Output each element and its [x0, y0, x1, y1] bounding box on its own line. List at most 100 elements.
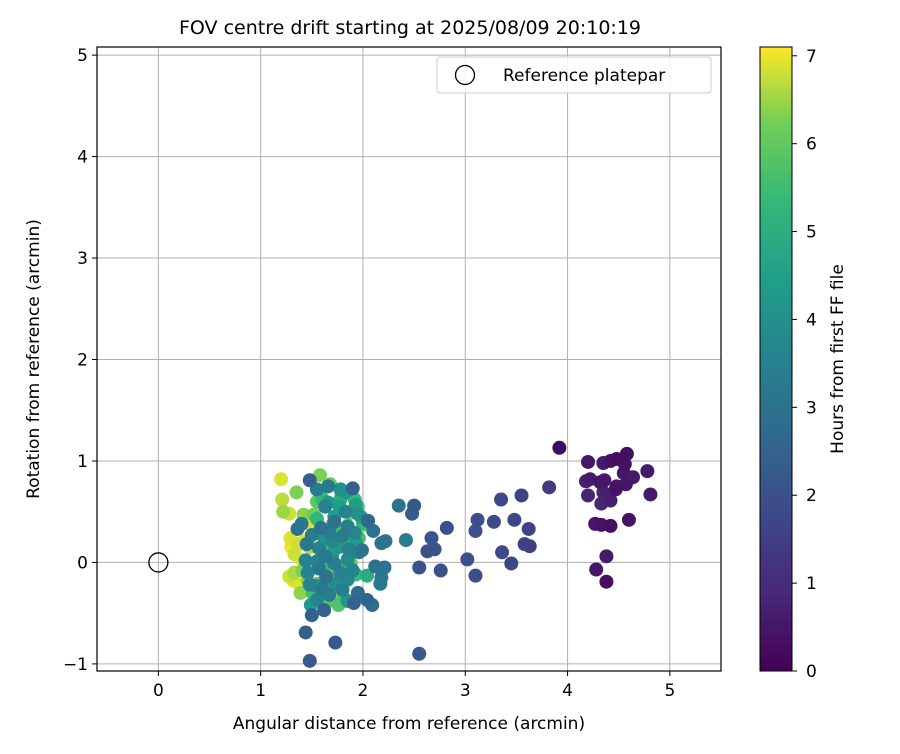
data-point [391, 498, 406, 513]
data-point [621, 512, 636, 527]
colorbar-ticks: 0 1 2 3 4 5 6 7 [792, 47, 817, 682]
data-point [581, 488, 596, 503]
legend-marker-reference [454, 64, 476, 86]
x-axis-label: Angular distance from reference (arcmin) [233, 714, 585, 734]
data-point [298, 553, 313, 568]
data-points [148, 440, 658, 668]
data-point [300, 565, 315, 580]
data-point [340, 552, 355, 567]
data-point [460, 552, 475, 567]
data-point [599, 549, 614, 564]
data-point [373, 576, 388, 591]
data-point [345, 481, 360, 496]
data-point [350, 506, 365, 521]
y-tick-label: 0 [77, 553, 88, 573]
data-point [335, 582, 350, 597]
data-point [407, 498, 422, 513]
data-point [439, 520, 454, 535]
data-point [346, 596, 361, 611]
data-point [521, 521, 536, 536]
y-tick-label: 5 [77, 46, 88, 66]
legend-entry-reference: Reference platepar [503, 66, 665, 86]
plot-frame [96, 46, 722, 672]
data-point [603, 493, 618, 508]
x-tick-label: 0 [153, 681, 164, 701]
data-point [603, 518, 618, 533]
data-point [507, 512, 522, 527]
data-point [298, 625, 313, 640]
data-point [309, 592, 324, 607]
data-point [317, 603, 332, 618]
data-point [321, 479, 336, 494]
data-point [374, 536, 389, 551]
data-point [360, 568, 375, 583]
data-point [318, 499, 333, 514]
data-point [314, 520, 329, 535]
colorbar: 0 1 2 3 4 5 6 7 Hours from first FF file [759, 46, 848, 682]
data-point [522, 539, 537, 554]
data-point [299, 537, 314, 552]
data-point [486, 514, 501, 529]
colorbar-gradient [759, 46, 793, 672]
data-point [287, 547, 302, 562]
y-tick-label: 1 [77, 452, 88, 472]
data-point [289, 485, 304, 500]
data-point [276, 504, 291, 519]
colorbar-tick-label: 2 [806, 486, 817, 506]
data-point [589, 562, 604, 577]
data-point [552, 440, 567, 455]
data-point [302, 653, 317, 668]
colorbar-tick-label: 3 [806, 398, 817, 418]
data-point [293, 585, 308, 600]
data-point [424, 531, 439, 546]
data-point [495, 545, 510, 560]
data-point [319, 569, 334, 584]
data-point [420, 544, 435, 559]
reference-point-marker [148, 552, 169, 573]
data-point [318, 549, 333, 564]
data-point [412, 560, 427, 575]
colorbar-tick-label: 6 [806, 135, 817, 155]
chart-title: FOV centre drift starting at 2025/08/09 … [179, 17, 641, 39]
data-point [345, 563, 360, 578]
y-tick-label: 4 [77, 148, 88, 168]
data-point [581, 454, 596, 469]
data-point [302, 577, 317, 592]
y-tick-label: −1 [63, 655, 88, 675]
data-point [494, 492, 509, 507]
data-point [290, 521, 305, 536]
x-tick-label: 4 [562, 681, 573, 701]
data-point [468, 523, 483, 538]
data-point [514, 488, 529, 503]
colorbar-label: Hours from first FF file [828, 264, 848, 454]
data-point [643, 487, 658, 502]
data-point [274, 472, 289, 487]
data-point [542, 480, 557, 495]
axis-ticks: 0 1 2 3 4 5 −1 0 1 2 3 4 5 [63, 46, 675, 701]
data-point [327, 514, 342, 529]
y-tick-label: 3 [77, 249, 88, 269]
data-point [619, 446, 634, 461]
data-point [304, 608, 319, 623]
data-point [335, 529, 350, 544]
colorbar-tick-label: 0 [806, 662, 817, 682]
colorbar-tick-label: 7 [806, 47, 817, 67]
data-point [333, 482, 348, 497]
data-point [398, 533, 413, 548]
data-point [338, 504, 353, 519]
colorbar-tick-label: 1 [806, 574, 817, 594]
colorbar-tick-label: 5 [806, 223, 817, 243]
data-point [609, 479, 624, 494]
data-point [275, 492, 290, 507]
grid-lines [97, 47, 721, 671]
data-point [354, 543, 369, 558]
colorbar-tick-label: 4 [806, 310, 817, 330]
data-point [468, 568, 483, 583]
y-tick-label: 2 [77, 351, 88, 371]
x-tick-label: 2 [358, 681, 369, 701]
x-tick-label: 5 [664, 681, 675, 701]
data-point [640, 464, 655, 479]
data-point [433, 563, 448, 578]
y-axis-label: Rotation from reference (arcmin) [24, 219, 44, 499]
